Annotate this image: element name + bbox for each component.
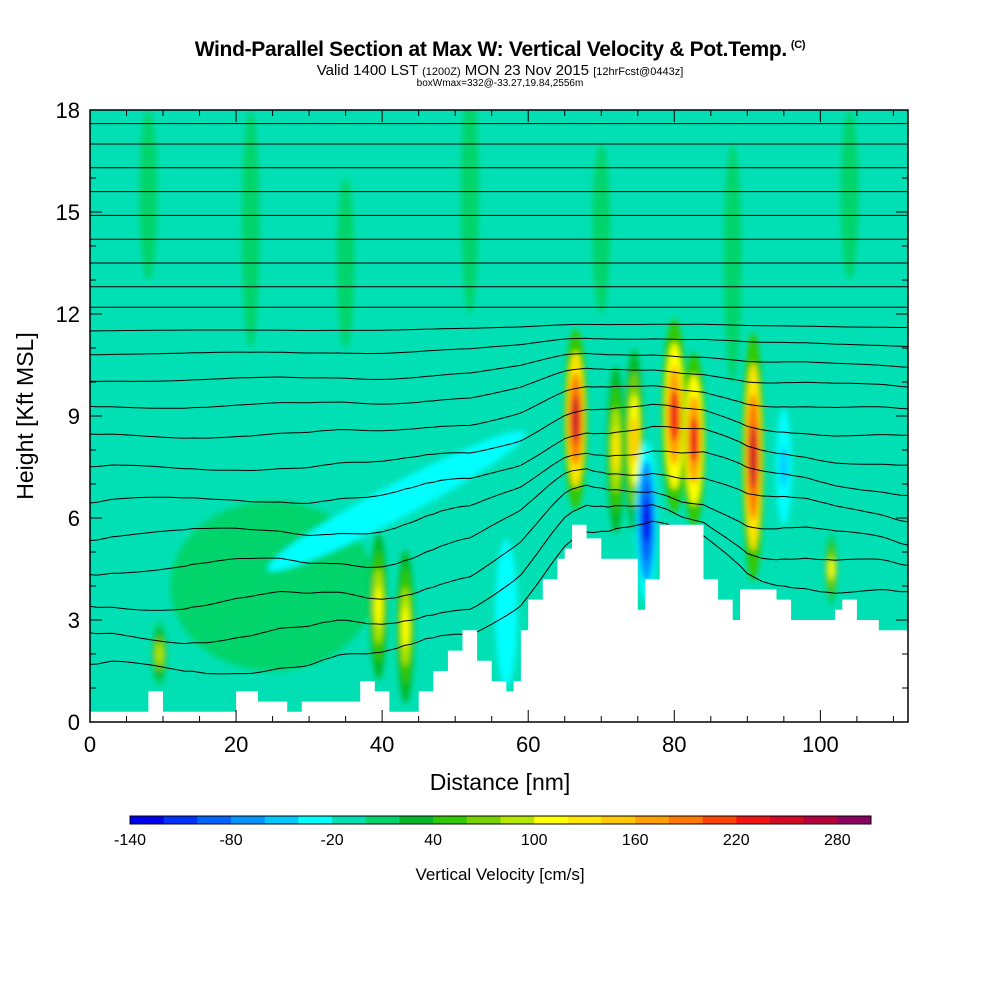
y-tick-label: 0 (68, 710, 80, 735)
colorbar-swatch (769, 816, 805, 824)
velocity-feature (630, 415, 638, 464)
x-tick-label: 20 (224, 732, 248, 757)
field-streak (840, 110, 859, 280)
velocity-feature (571, 395, 581, 444)
colorbar-label: -20 (321, 832, 344, 849)
y-tick-label: 3 (68, 608, 80, 633)
velocity-feature (401, 606, 410, 648)
velocity-feature (374, 586, 383, 627)
colorbar-label: 220 (723, 832, 750, 849)
colorbar-label: 40 (424, 832, 442, 849)
y-tick-label: 6 (68, 506, 80, 531)
x-tick-label: 40 (370, 732, 394, 757)
velocity-feature (828, 558, 835, 580)
theta-contour (90, 504, 908, 645)
colorbar-swatch (567, 816, 603, 824)
field-blobs (139, 110, 859, 711)
theta-contour (90, 323, 908, 332)
x-tick-label: 0 (84, 732, 96, 757)
y-tick-label: 9 (68, 404, 80, 429)
y-tick-label: 15 (56, 200, 80, 225)
x-tick-label: 80 (662, 732, 686, 757)
theta-contour (90, 352, 908, 382)
colorbar-swatch (231, 816, 266, 824)
colorbar-swatch (635, 816, 670, 824)
colorbar-label: 280 (824, 832, 851, 849)
field-streak (461, 110, 479, 314)
velocity-feature (501, 587, 512, 639)
theta-contour (90, 425, 908, 504)
colorbar-swatch (500, 816, 535, 824)
theta-contours (90, 123, 908, 675)
y-axis-label: Height [Kft MSL] (12, 332, 38, 499)
theta-contour (90, 520, 908, 675)
colorbar-swatch (332, 816, 367, 824)
colorbar-label: 100 (521, 832, 548, 849)
x-axis-label: Distance [nm] (430, 769, 571, 795)
colorbar-swatch (298, 816, 333, 824)
terrain (90, 524, 908, 722)
y-tick-label: 12 (56, 302, 80, 327)
x-tick-label: 60 (516, 732, 540, 757)
velocity-feature (689, 416, 699, 464)
velocity-feature (612, 427, 620, 473)
velocity-feature (748, 424, 758, 490)
theta-contour (90, 484, 908, 611)
field-streak (241, 110, 260, 348)
theta-contour (90, 468, 908, 576)
velocity-feature (155, 644, 163, 664)
colorbar-swatch (163, 816, 198, 824)
colorbar-swatch (365, 816, 400, 824)
colorbar-swatch (130, 816, 165, 824)
theta-contour (90, 403, 908, 472)
colorbar: -140 -80 -20 40 100 160 220 280 (114, 815, 872, 849)
velocity-feature (642, 499, 651, 543)
axes: 0 20 40 60 80 100 0 3 6 9 12 15 18 (56, 98, 909, 757)
colorbar-label: -80 (219, 832, 242, 849)
y-tick-label: 18 (56, 98, 80, 123)
x-tick-label: 100 (802, 732, 839, 757)
theta-contour (90, 385, 908, 439)
chart-note: boxWmax=332@-33.27,19.84,2556m (416, 78, 584, 89)
velocity-feature (669, 390, 679, 442)
colorbar-swatch (197, 816, 232, 824)
colorbar-swatch (264, 816, 299, 824)
colorbar-label: -140 (114, 832, 146, 849)
colorbar-title: Vertical Velocity [cm/s] (415, 865, 584, 884)
colorbar-swatch (433, 816, 468, 824)
colorbar-frame (129, 815, 872, 825)
theta-contour (90, 337, 908, 356)
velocity-feature (780, 446, 788, 488)
theta-contour (90, 367, 908, 409)
colorbar-swatch (399, 816, 434, 824)
field-streak (139, 110, 158, 280)
theta-contour (90, 450, 908, 541)
colorbar-swatch (466, 816, 501, 824)
chart-title: Wind-Parallel Section at Max W: Vertical… (194, 38, 806, 61)
colorbar-swatch (702, 816, 737, 824)
field-streak (592, 144, 611, 314)
title-mark: (C) (790, 39, 806, 51)
colorbar-swatch (803, 816, 838, 824)
subtitle-fcst: [12hrFcst@0443z] (593, 66, 684, 78)
terrain-mask (90, 524, 908, 722)
colorbar-swatch (668, 816, 704, 824)
colorbar-swatch (736, 816, 771, 824)
field-band (267, 430, 526, 572)
colorbar-swatch (534, 816, 569, 824)
colorbar-swatch (601, 816, 636, 824)
chart-subtitle: Valid 1400 LST (1200Z) MON 23 Nov 2015 [… (316, 62, 684, 79)
colorbar-swatch (837, 816, 872, 824)
subtitle-utc: (1200Z) (422, 66, 461, 78)
colorbar-label: 160 (622, 832, 649, 849)
